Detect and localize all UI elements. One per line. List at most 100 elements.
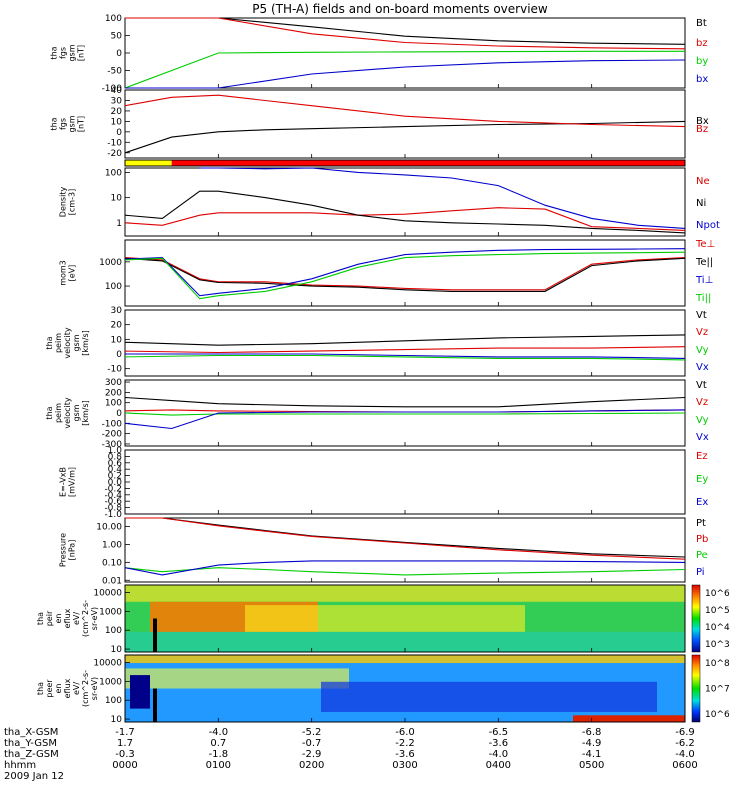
ephemeris-value: -4.9 — [582, 738, 602, 749]
panel-frame — [124, 167, 686, 237]
y-axis-label: Pressure — [59, 533, 68, 567]
y-tick-label: 100 — [105, 626, 122, 636]
ephemeris-row-label: tha_Y-GSM — [4, 738, 57, 749]
y-axis-label: en — [54, 614, 63, 624]
series-line-Pb — [125, 517, 686, 560]
y-tick-label: 1.0 — [108, 446, 123, 456]
y-axis-label: mom3 — [59, 260, 68, 286]
ephemeris-value: -1.7 — [115, 727, 135, 738]
y-tick-label: 100 — [105, 282, 122, 292]
ephemeris-value: -6.2 — [675, 738, 695, 749]
colorbar-tick-label: 10^8 — [705, 659, 730, 669]
panel-temperature: 1000 100 mom3 [eV] Te⊥ Te|| Ti⊥ Ti|| — [59, 239, 715, 307]
y-tick-label: 10 — [111, 194, 123, 204]
series-line-Pe — [124, 567, 686, 576]
ephemeris-row-label: tha_X-GSM — [4, 727, 58, 738]
y-tick-label: -0.6 — [104, 497, 122, 507]
y-tick-label: -20 — [107, 149, 122, 159]
y-tick-label: 0 — [116, 128, 122, 138]
heatmap-band-dark — [130, 675, 150, 709]
y-tick-label: 0.10 — [102, 558, 122, 568]
ephemeris-value: -4.0 — [209, 727, 229, 738]
ephemeris-value: -3.6 — [489, 738, 509, 749]
y-axis-label: peir — [45, 610, 54, 626]
y-tick-label: -0.8 — [104, 504, 122, 514]
y-tick-label: 10000 — [93, 659, 122, 669]
y-axis-label: [nT] — [77, 45, 86, 61]
series-line-Vx — [125, 353, 686, 359]
y-tick-label: 0 — [116, 350, 122, 360]
series-line-Ni — [124, 190, 686, 234]
y-axis-label: tha — [36, 612, 45, 625]
y-axis-label: [km/s] — [81, 330, 90, 356]
colorbar-tick-label: 10^6 — [705, 710, 730, 720]
legend-entry: Bz — [696, 124, 708, 135]
y-tick-label: -10 — [107, 138, 122, 148]
legend-entry: Vy — [696, 415, 709, 426]
y-axis-label: velocity — [63, 397, 72, 429]
heatmap-band-high — [125, 655, 685, 664]
series-line-Ti⊥ — [124, 248, 686, 297]
y-axis-label: tha — [50, 46, 59, 59]
ephemeris-value: 0.7 — [210, 738, 226, 749]
y-tick-label: 50 — [111, 32, 123, 42]
y-tick-label: 100 — [105, 168, 122, 178]
y-axis-label: sr-eV) — [90, 607, 99, 630]
legend-entry: Ey — [696, 474, 708, 485]
y-tick-label: 10 — [111, 645, 123, 655]
heatmap-band-mid — [245, 605, 525, 632]
y-axis-label: gsm — [72, 404, 81, 421]
legend-entry: Ez — [696, 451, 708, 462]
series-line-bx — [125, 59, 686, 89]
y-tick-label: 0.0 — [108, 478, 123, 488]
y-axis-label: tha — [50, 117, 59, 130]
colorbar — [691, 584, 701, 653]
y-tick-label: 1000 — [99, 677, 122, 687]
legend-entry: Te|| — [695, 257, 713, 268]
legend-entry: Ti|| — [695, 293, 711, 304]
panel-velocity_peim: 30 20 10 0 -10 tha peim velocity gsm [km/s] Vt Vz Vy… — [45, 306, 709, 377]
heatmap-band-high — [125, 585, 685, 602]
ephemeris-value: -0.3 — [115, 749, 135, 760]
y-axis-label: (cm^2-s- — [81, 600, 90, 637]
panel-pressure: 10.00 1.00 0.10 0.01 Pressure [nPa] Pt Pb Pe Pi — [59, 517, 708, 586]
ephemeris-value: -3.6 — [395, 749, 415, 760]
y-axis-label: Density — [59, 187, 68, 218]
date-label: 2009 Jan 12 — [4, 771, 64, 782]
ephemeris-value: -6.5 — [489, 727, 509, 738]
y-axis-label: [nT] — [77, 116, 86, 132]
y-axis-label: eflux — [63, 608, 72, 628]
y-tick-label: -300 — [102, 440, 123, 450]
ephemeris-value: -4.0 — [489, 749, 509, 760]
y-tick-label: -1.0 — [104, 510, 122, 520]
heatmap-band-low — [321, 681, 657, 712]
y-axis-label: tha — [45, 336, 54, 349]
y-axis-label: [nPa] — [68, 540, 77, 561]
legend-entry: Te⊥ — [695, 239, 715, 250]
panel-frame — [124, 17, 686, 89]
panel-frame — [124, 449, 686, 515]
colorbar-tick-label: 10^4 — [705, 623, 730, 633]
series-line-Ti|| — [124, 251, 686, 300]
legend-entry: Vy — [696, 345, 709, 356]
y-tick-label: 0.2 — [108, 472, 122, 482]
chart-title: P5 (TH-A) fields and on-board moments ov… — [252, 2, 548, 16]
y-tick-label: 20 — [111, 107, 123, 117]
y-tick-label: 0.8 — [108, 452, 123, 462]
y-tick-label: -100 — [102, 419, 123, 429]
y-tick-label: 300 — [105, 378, 122, 388]
y-tick-label: -0.2 — [104, 484, 122, 494]
flag-segment-1 — [171, 160, 685, 166]
y-tick-label: 20 — [111, 321, 123, 331]
y-tick-label: 100 — [105, 696, 122, 706]
colorbar-tick-label: 10^3 — [705, 640, 730, 650]
y-axis-label: peim — [54, 403, 63, 423]
ephemeris-value: 0000 — [112, 760, 137, 771]
legend-entry: Pe — [696, 550, 708, 561]
y-axis-label: tha — [36, 682, 45, 695]
legend-entry: Vz — [696, 327, 708, 338]
ephemeris-value: 0400 — [486, 760, 511, 771]
ephemeris-value: 0100 — [206, 760, 231, 771]
